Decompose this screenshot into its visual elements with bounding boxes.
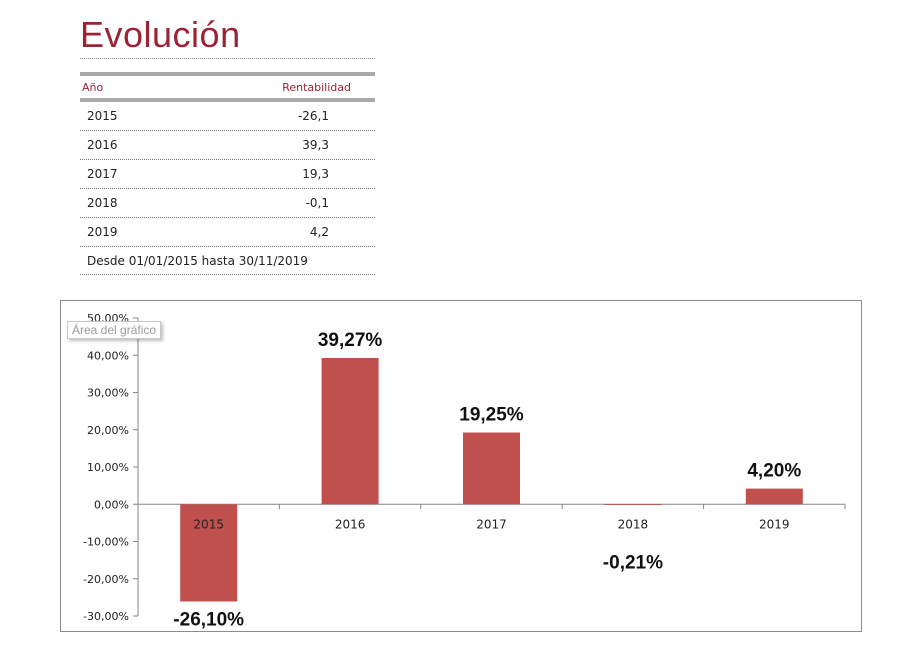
table-row: 2018 -0,1 [80, 189, 375, 218]
y-tick-label: 30,00% [87, 387, 129, 400]
chart-area-tooltip: Área del gráfico [67, 321, 162, 339]
bar-2016 [321, 357, 379, 505]
row-value: -0,1 [305, 196, 329, 210]
chart-area[interactable]: 50,00% 40,00% 30,00% 20,00% 10,00% 0,00% -10,0… [60, 300, 862, 632]
row-year: 2015 [87, 109, 118, 123]
y-tick-label: -20,00% [83, 573, 129, 586]
x-category-label: 2015 [193, 517, 224, 531]
table-row: 2019 4,2 [80, 218, 375, 247]
returns-table: Año Rentabilidad 2015 -26,1 2016 39,3 20… [80, 72, 375, 275]
data-label: 19,25% [459, 405, 524, 426]
y-tick-label: 20,00% [87, 424, 129, 437]
title-divider [80, 58, 375, 59]
bar-2018 [604, 504, 662, 506]
y-tick-label: 10,00% [87, 461, 129, 474]
bar-chart: 50,00%40,00%30,00%20,00%10,00%0,00%-10,0… [83, 312, 846, 630]
row-year: 2016 [87, 138, 118, 152]
row-value: 39,3 [302, 138, 329, 152]
data-label: 39,27% [318, 330, 383, 351]
table-header: Año Rentabilidad [80, 72, 375, 102]
data-label: 4,20% [747, 461, 801, 482]
table-row: 2016 39,3 [80, 131, 375, 160]
bar-2019 [745, 488, 803, 505]
row-value: 19,3 [302, 167, 329, 181]
y-tick-label: 40,00% [87, 349, 129, 362]
table-footer-period: Desde 01/01/2015 hasta 30/11/2019 [80, 247, 375, 275]
x-category-label: 2016 [335, 517, 366, 531]
x-category-label: 2019 [759, 517, 790, 531]
data-label: -0,21% [603, 552, 663, 573]
header-year: Año [82, 80, 104, 94]
row-year: 2019 [87, 225, 118, 239]
x-category-label: 2018 [618, 517, 649, 531]
y-tick-label: -30,00% [83, 610, 129, 623]
y-tick-label: -10,00% [83, 536, 129, 549]
bar-2015 [180, 504, 238, 602]
table-row: 2017 19,3 [80, 160, 375, 189]
table-row: 2015 -26,1 [80, 102, 375, 131]
bar-2017 [463, 432, 520, 505]
data-label: -26,10% [173, 609, 244, 630]
row-year: 2018 [87, 196, 118, 210]
row-value: 4,2 [309, 225, 329, 239]
page-title: Evolución [80, 14, 241, 55]
row-value: -26,1 [297, 109, 329, 123]
y-tick-label: 0,00% [94, 498, 129, 511]
header-return: Rentabilidad [282, 80, 351, 94]
x-category-label: 2017 [476, 517, 507, 531]
row-year: 2017 [87, 167, 118, 181]
